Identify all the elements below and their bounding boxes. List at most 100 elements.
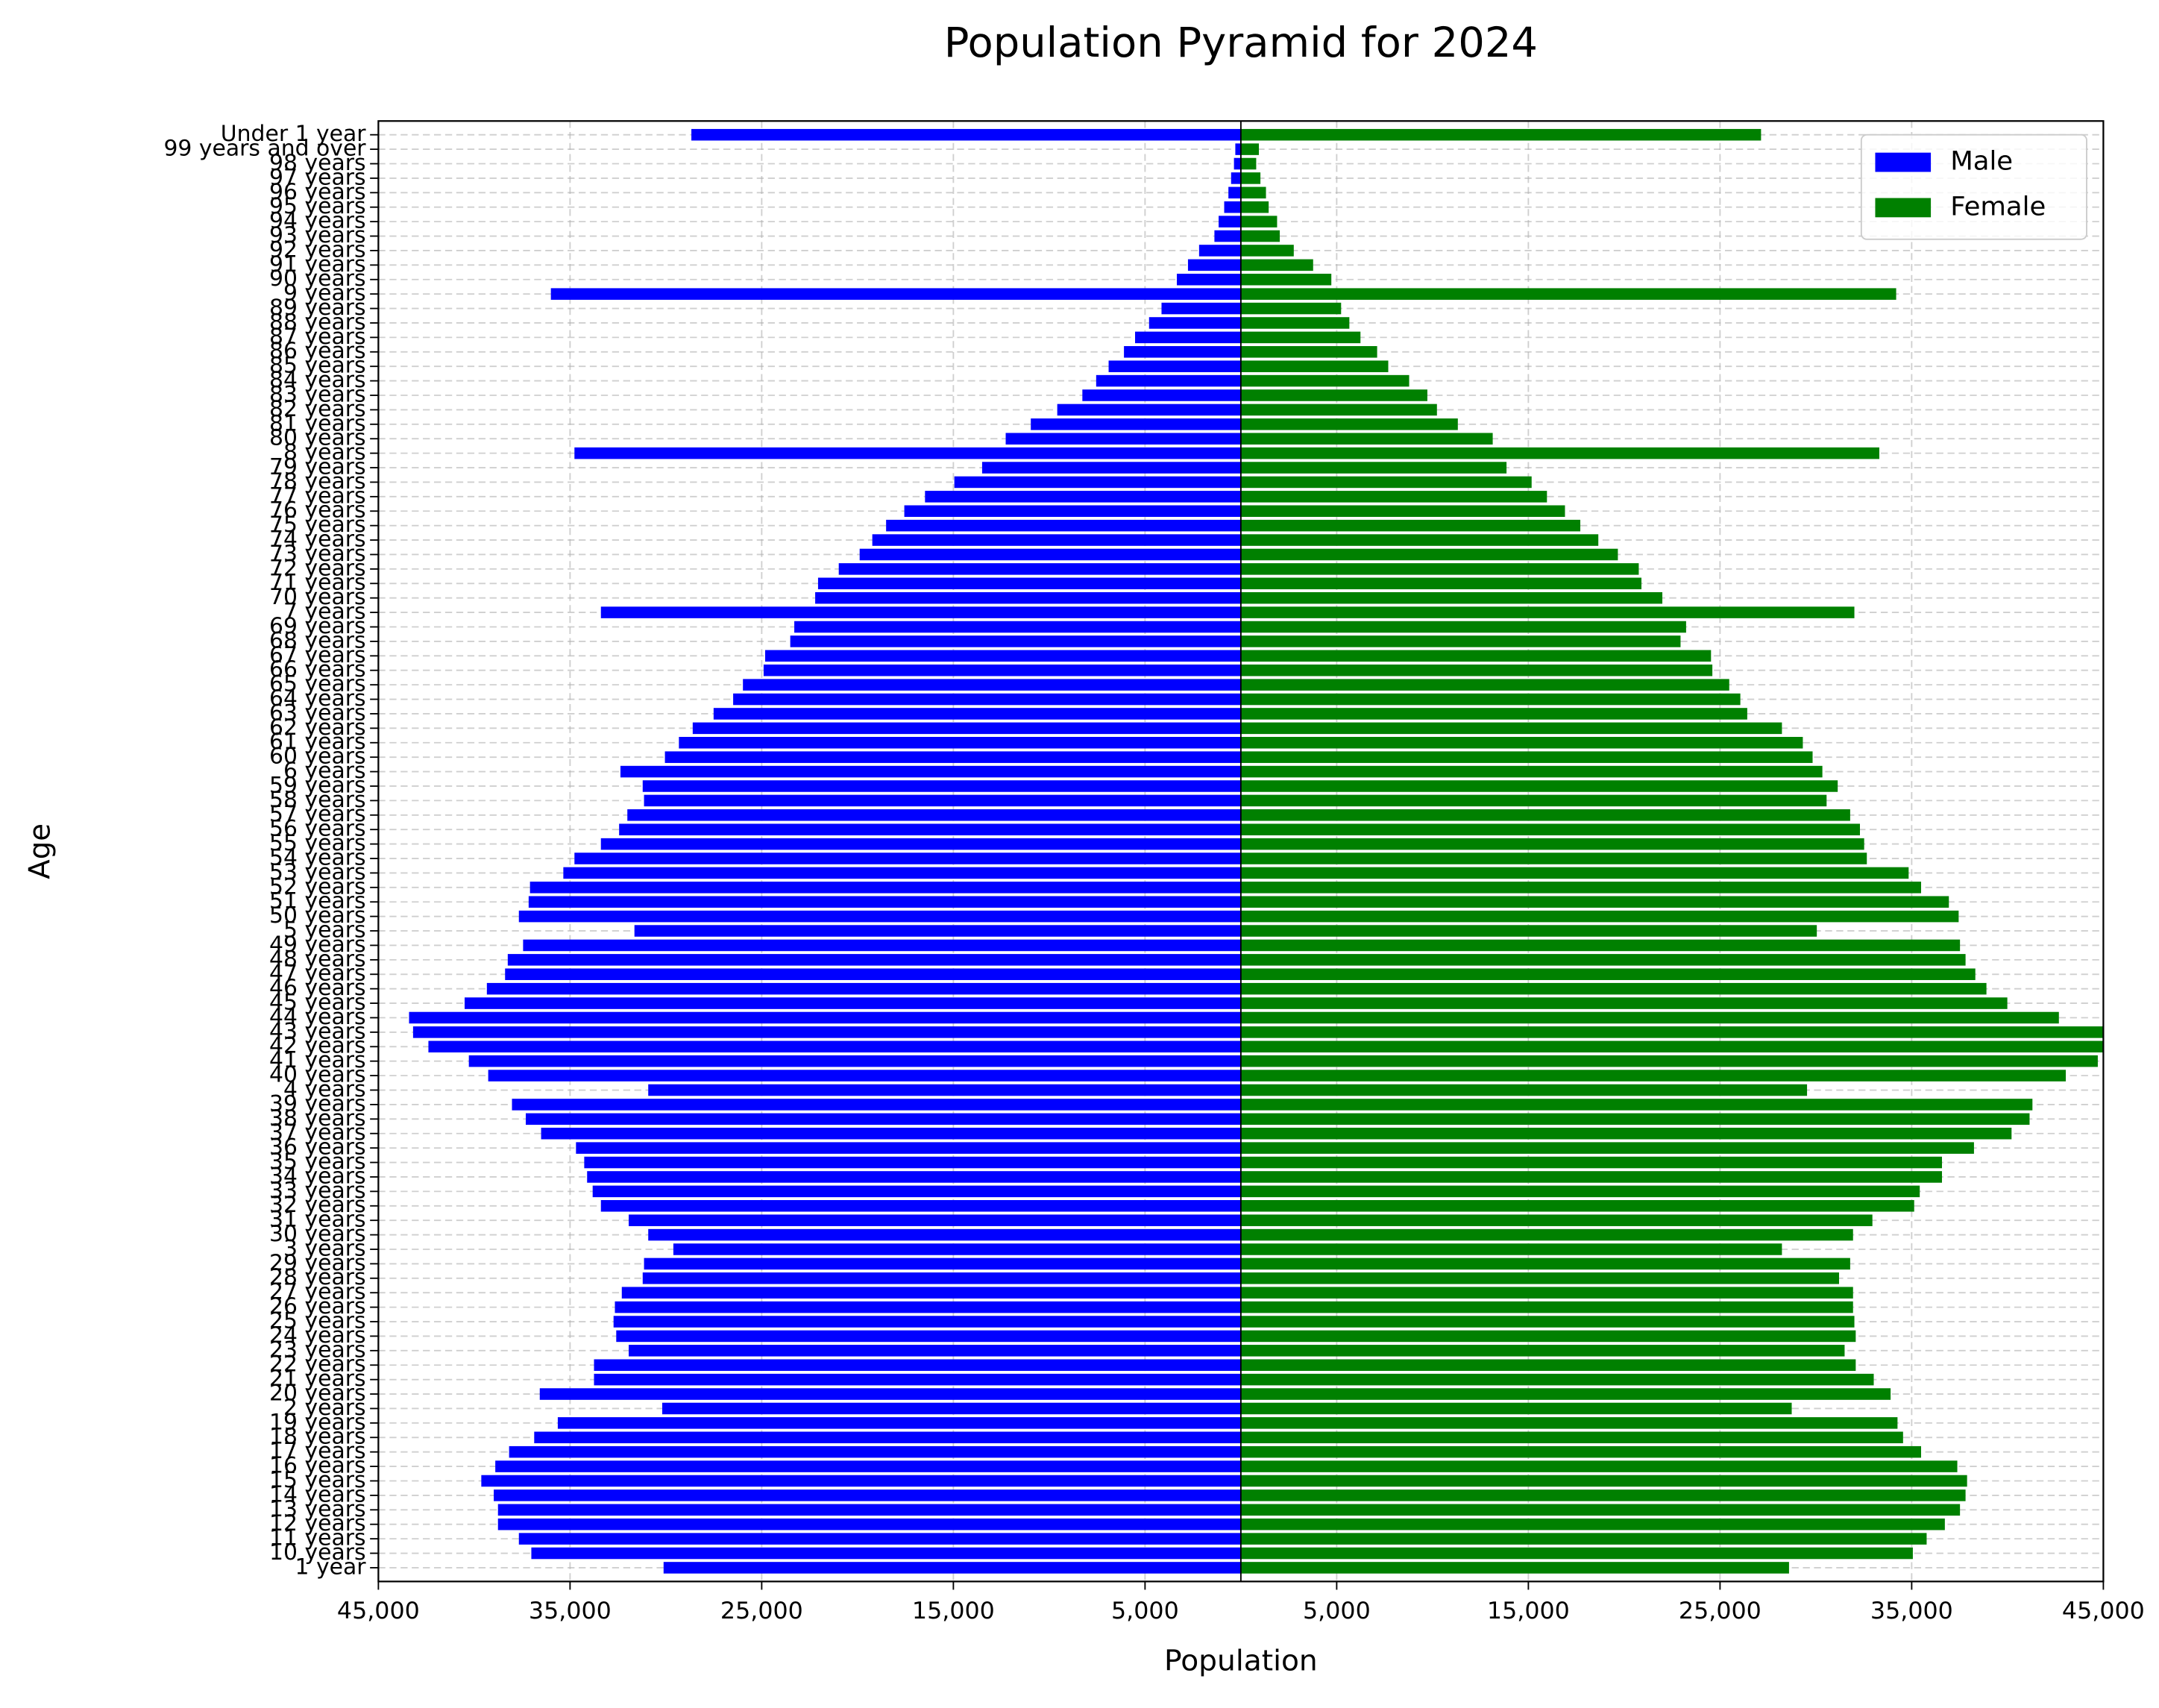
bar [1240,1562,1789,1574]
bar [629,1214,1241,1226]
y-tick-label: 78 years [269,468,366,494]
y-tick-label: 55 years [269,829,366,855]
bar [1240,259,1313,271]
y-tick-label: 98 years [269,149,366,175]
bar [642,780,1241,792]
y-tick-label: 52 years [269,873,366,899]
bar [1240,346,1377,358]
y-axis-label: Age [23,823,57,879]
bar [954,476,1241,489]
y-tick-label: 7 years [283,598,366,624]
y-tick-label: 95 years [269,192,366,219]
bar [1240,823,1860,835]
bar [1177,273,1241,286]
x-tick-label: 5,000 [1303,1598,1371,1624]
y-tick-label: 22 years [269,1351,366,1377]
bar [518,910,1241,923]
bar [1240,1113,2030,1125]
bar [600,1200,1241,1212]
bar [872,534,1241,546]
bar [691,128,1241,141]
y-tick-label: 9 years [283,280,366,306]
bar [743,679,1241,691]
bar [1240,664,1713,676]
y-tick-label: 38 years [269,1105,366,1131]
bar [1240,577,1642,590]
y-tick-label: 37 years [269,1119,366,1145]
bar [886,519,1241,532]
axes: 45,000 35,000 25,000 15,000 5,000 5,000 15,000… [163,120,2145,1624]
plot-frame [377,120,2105,1583]
bar [1240,462,1507,474]
y-tick-label: 93 years [269,222,366,248]
bar [1148,317,1241,329]
x-tick-label: 45,000 [2062,1598,2145,1624]
bar [1224,201,1241,213]
bar [1240,693,1741,706]
y-tick-label: Under 1 year [221,120,367,146]
bar [1198,245,1241,257]
y-tick-label: 36 years [269,1134,366,1160]
y-tick-label: 85 years [269,352,366,378]
bar [409,1011,1241,1024]
y-tick-label: 71 years [269,569,366,595]
bar [763,664,1241,676]
y-tick-label: 23 years [269,1336,366,1362]
bar [505,968,1241,981]
y-tick-label: 96 years [269,178,366,204]
bar [1240,591,1663,604]
bar [1124,346,1241,358]
bar [621,1287,1241,1299]
y-tick-label: 83 years [269,381,366,407]
bar [539,1388,1241,1400]
bar [428,1040,1241,1053]
y-tick-label: 40 years [269,1061,366,1087]
legend-label: Male [1950,146,2013,177]
y-tick-label: 84 years [269,366,366,392]
bar [497,1518,1241,1530]
y-tick-label: 59 years [269,772,366,798]
y-tick-label: 24 years [269,1322,366,1348]
chart-title: Population Pyramid for 2024 [944,19,1538,67]
bar [838,563,1241,575]
bar [1240,157,1257,170]
bar [1096,374,1241,387]
y-tick-label: 30 years [269,1220,366,1246]
bar [1240,1460,1958,1472]
bar [1240,997,2008,1009]
bar [526,1113,1241,1125]
bar [594,1373,1241,1386]
bar [1240,1475,1967,1487]
bar [1240,563,1639,575]
bar [1240,1214,1873,1226]
bar [661,1402,1241,1415]
bar [790,635,1241,647]
bar [1240,245,1294,257]
bar [1234,157,1241,170]
bar [1240,360,1389,372]
bar [587,1171,1241,1183]
bar [1005,433,1241,445]
bar [497,1504,1241,1516]
bar [576,1142,1241,1154]
bar [1240,288,1896,300]
bar [620,765,1241,778]
y-tick-label: 54 years [269,844,366,870]
y-tick-label: 72 years [269,554,366,580]
y-tick-label: 92 years [269,236,366,263]
bar [1240,1258,1850,1270]
bar [1240,1287,1853,1299]
bar [1219,216,1241,227]
bar [1240,1533,1927,1545]
bar [1240,172,1261,184]
bar [1057,404,1241,416]
bar [468,1055,1241,1067]
x-tick-label: 25,000 [720,1598,803,1624]
y-tick-label: 66 years [269,656,366,682]
bar [534,1431,1241,1444]
x-tick-label: 5,000 [1111,1598,1179,1624]
y-tick-label: 80 years [269,424,366,450]
y-tick-label: 87 years [269,323,366,349]
y-tick-label: 94 years [269,207,366,233]
bar [1240,1388,1891,1400]
